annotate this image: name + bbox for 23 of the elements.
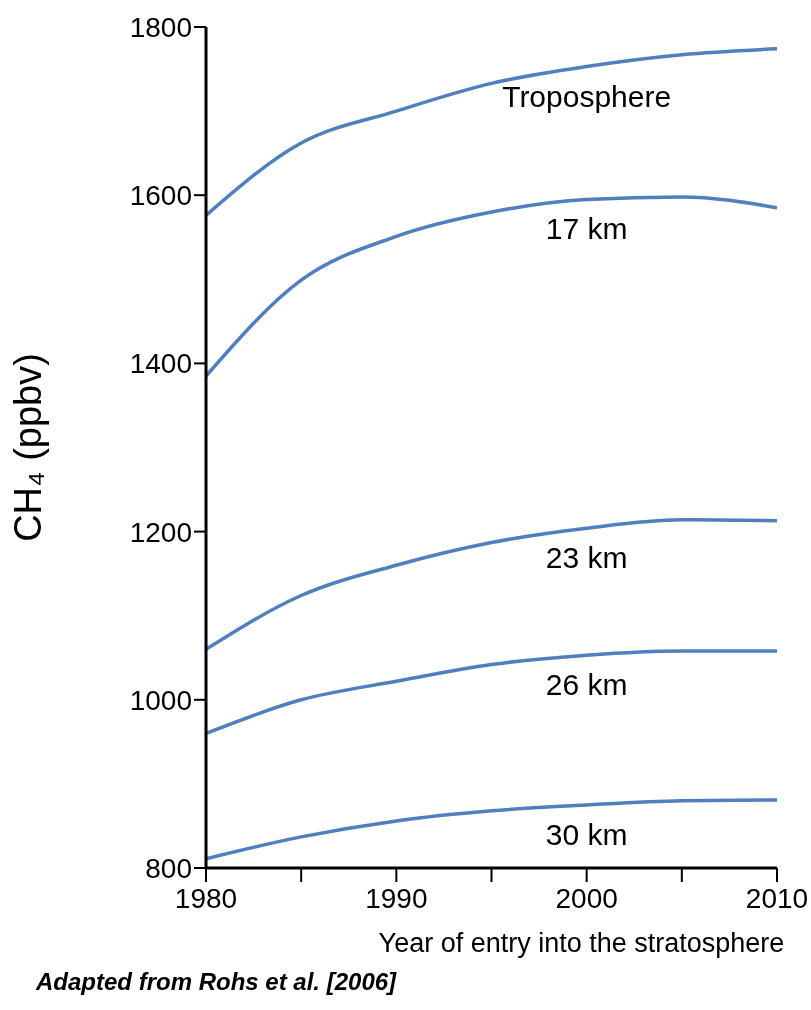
x-tick-label: 2000 [555, 882, 618, 914]
line-series [206, 518, 777, 652]
y-tick-label: 800 [145, 852, 192, 884]
x-axis-title: Year of entry into the stratosphere [378, 928, 785, 958]
y-axis-title: CH₄ (ppbv) [7, 353, 50, 542]
y-tick-label: 1800 [129, 11, 192, 43]
x-tick-label: 1990 [365, 882, 428, 914]
series-label: 23 km [545, 541, 628, 575]
line-series [206, 47, 777, 218]
x-tick-label: 2010 [745, 882, 809, 914]
y-tick-label: 1000 [129, 684, 192, 716]
line-series [206, 195, 777, 378]
series-label: Troposphere [502, 79, 672, 113]
series-label: 30 km [545, 817, 628, 851]
text: Adapted from Rohs et al. [2006] [36, 968, 397, 996]
y-tick-label: 1200 [129, 516, 192, 548]
series-label: 17 km [545, 212, 628, 246]
x-tick-label: 1980 [174, 882, 238, 914]
y-tick-label: 1600 [129, 180, 192, 212]
line-series [206, 798, 777, 861]
line-series [206, 649, 777, 736]
y-tick-label: 1400 [129, 348, 192, 380]
series-label: 26 km [545, 668, 628, 702]
